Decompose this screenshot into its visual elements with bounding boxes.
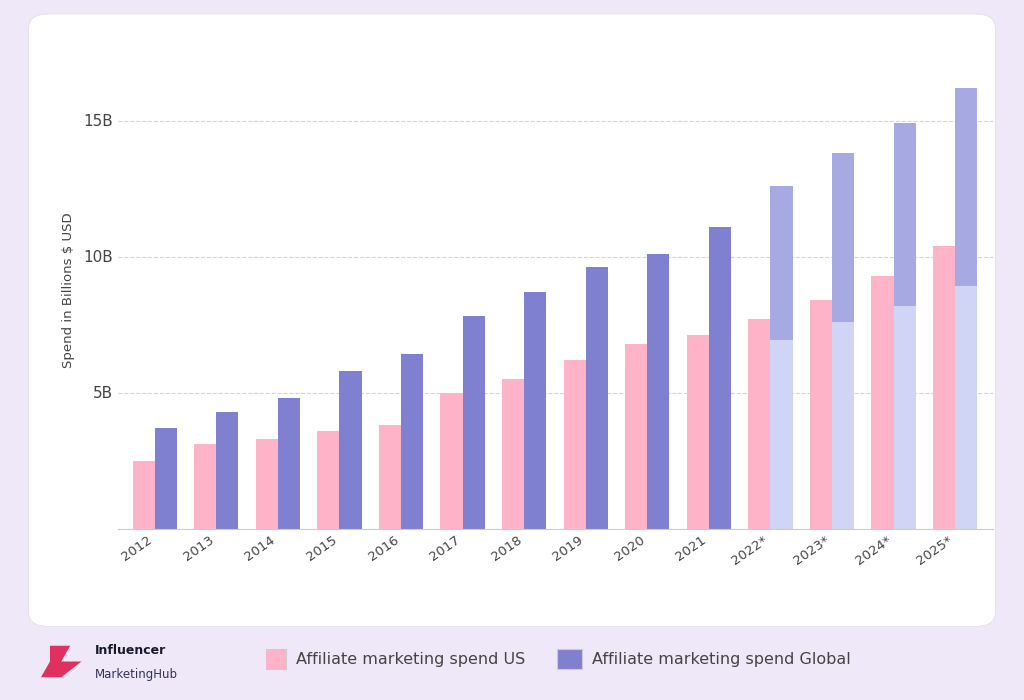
Bar (894, 123, 915, 528)
Bar (955, 88, 977, 528)
Bar (155, 428, 177, 528)
Bar (871, 276, 894, 528)
Bar (647, 254, 670, 528)
Bar (831, 153, 854, 528)
Bar (831, 153, 854, 322)
Bar (524, 292, 546, 528)
Bar (440, 393, 463, 528)
Bar (810, 300, 831, 528)
Bar (709, 227, 731, 528)
Bar (770, 186, 793, 528)
Bar (563, 360, 586, 528)
Bar (339, 371, 361, 528)
Bar (586, 267, 608, 528)
Bar (463, 316, 484, 528)
Bar (687, 335, 709, 528)
Bar (317, 430, 339, 528)
Bar (256, 439, 278, 528)
Bar (379, 425, 401, 528)
Legend: Affiliate marketing spend US, Affiliate marketing spend Global: Affiliate marketing spend US, Affiliate … (253, 641, 858, 677)
Bar (278, 398, 300, 528)
Bar (894, 123, 915, 306)
Text: MarketingHub: MarketingHub (95, 668, 178, 680)
Bar (770, 186, 793, 340)
Bar (749, 319, 770, 528)
Bar (132, 461, 155, 528)
Polygon shape (41, 645, 82, 678)
Bar (625, 344, 647, 528)
Text: Influencer: Influencer (95, 644, 166, 657)
Bar (401, 354, 423, 528)
Y-axis label: Spend in Billions $ USD: Spend in Billions $ USD (61, 213, 75, 368)
Bar (195, 444, 216, 528)
Bar (216, 412, 239, 528)
Bar (933, 246, 955, 528)
Bar (502, 379, 524, 528)
Bar (955, 88, 977, 286)
